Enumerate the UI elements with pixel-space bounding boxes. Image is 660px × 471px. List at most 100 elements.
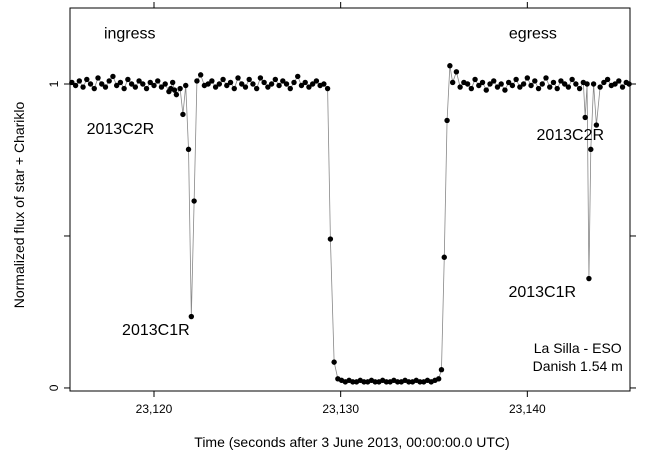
y-tick-label: 0 <box>47 384 61 391</box>
annotation-ring2-ingress: 2013C2R <box>87 121 155 138</box>
data-point <box>464 81 471 87</box>
data-point <box>479 79 486 86</box>
data-point <box>128 81 135 87</box>
data-point <box>302 79 308 86</box>
flux-series <box>69 63 632 385</box>
data-point <box>441 254 447 260</box>
data-point <box>476 82 482 89</box>
data-point <box>280 78 286 84</box>
x-tick-label: 23,120 <box>136 402 173 416</box>
data-point <box>532 78 538 84</box>
annotation-egress: egress <box>509 25 557 42</box>
data-point <box>491 78 497 84</box>
data-point <box>327 236 334 242</box>
data-point <box>177 85 183 92</box>
data-point <box>444 117 450 124</box>
data-point <box>417 379 423 385</box>
x-axis-ticks: 23,120 23,130 23,140 <box>136 2 546 416</box>
y-axis-title: Normalized flux of star + Chariklo <box>11 102 27 309</box>
data-point <box>468 85 475 92</box>
data-point <box>306 84 312 90</box>
data-point <box>543 75 549 81</box>
data-point <box>102 84 109 90</box>
data-point <box>601 79 607 86</box>
data-point <box>331 359 337 365</box>
data-point <box>242 84 249 90</box>
data-point <box>590 81 597 87</box>
data-point <box>212 84 219 90</box>
data-point <box>268 81 275 87</box>
data-point <box>171 87 178 93</box>
data-point <box>584 81 590 87</box>
data-point <box>162 81 168 87</box>
data-point <box>509 82 516 89</box>
data-point <box>136 78 142 84</box>
data-point <box>528 82 534 89</box>
data-point <box>183 82 189 89</box>
data-point <box>535 85 542 92</box>
data-point <box>239 81 245 87</box>
data-point <box>80 84 86 90</box>
data-point <box>547 84 553 90</box>
data-point <box>513 76 519 83</box>
data-point <box>151 82 157 89</box>
data-point <box>616 78 622 84</box>
data-point <box>87 81 94 87</box>
data-point <box>588 146 594 153</box>
data-point <box>291 79 297 86</box>
data-point <box>447 63 453 69</box>
data-point <box>576 85 583 92</box>
data-point <box>524 75 531 81</box>
data-point <box>261 79 267 86</box>
data-point <box>205 81 211 87</box>
data-point <box>117 79 124 86</box>
data-point <box>324 85 331 92</box>
data-point <box>383 379 390 385</box>
data-point <box>453 69 460 75</box>
data-point <box>517 84 523 90</box>
data-point <box>565 84 572 90</box>
data-point <box>173 91 180 98</box>
data-point <box>132 84 139 90</box>
data-point <box>283 81 290 87</box>
data-point <box>84 76 90 83</box>
data-point <box>573 81 579 87</box>
data-point <box>265 84 271 90</box>
data-point <box>394 379 401 385</box>
data-point <box>155 78 161 84</box>
data-point <box>188 313 195 320</box>
data-point <box>140 81 146 87</box>
data-point <box>185 146 192 153</box>
data-point <box>586 275 592 282</box>
x-tick-label: 23,140 <box>509 402 546 416</box>
data-point <box>250 81 256 87</box>
data-point <box>494 84 501 90</box>
x-tick-label: 23,130 <box>322 402 359 416</box>
data-point <box>361 379 367 385</box>
data-point <box>69 79 75 86</box>
data-point <box>449 79 456 86</box>
data-point <box>321 81 327 87</box>
chart-annotations: ingress egress 2013C2R 2013C1R 2013C2R 2013C1… <box>87 25 623 374</box>
data-point <box>191 198 197 204</box>
data-point <box>113 82 120 89</box>
data-point <box>313 78 320 84</box>
data-point <box>216 81 223 87</box>
data-point <box>472 76 478 83</box>
data-point <box>227 79 234 86</box>
data-point <box>253 85 260 92</box>
data-point <box>561 81 568 87</box>
data-point <box>298 82 305 89</box>
data-point <box>220 76 226 83</box>
plot-frame <box>69 7 631 392</box>
data-point <box>287 85 293 92</box>
data-point <box>457 84 463 90</box>
data-point <box>147 79 153 86</box>
data-point <box>554 85 560 92</box>
annotation-ring1-ingress: 2013C1R <box>122 322 190 339</box>
data-point <box>487 81 493 87</box>
data-point <box>550 79 557 86</box>
data-point <box>121 85 127 92</box>
x-axis-title: Time (seconds after 3 June 2013, 00:00:0… <box>194 434 509 450</box>
